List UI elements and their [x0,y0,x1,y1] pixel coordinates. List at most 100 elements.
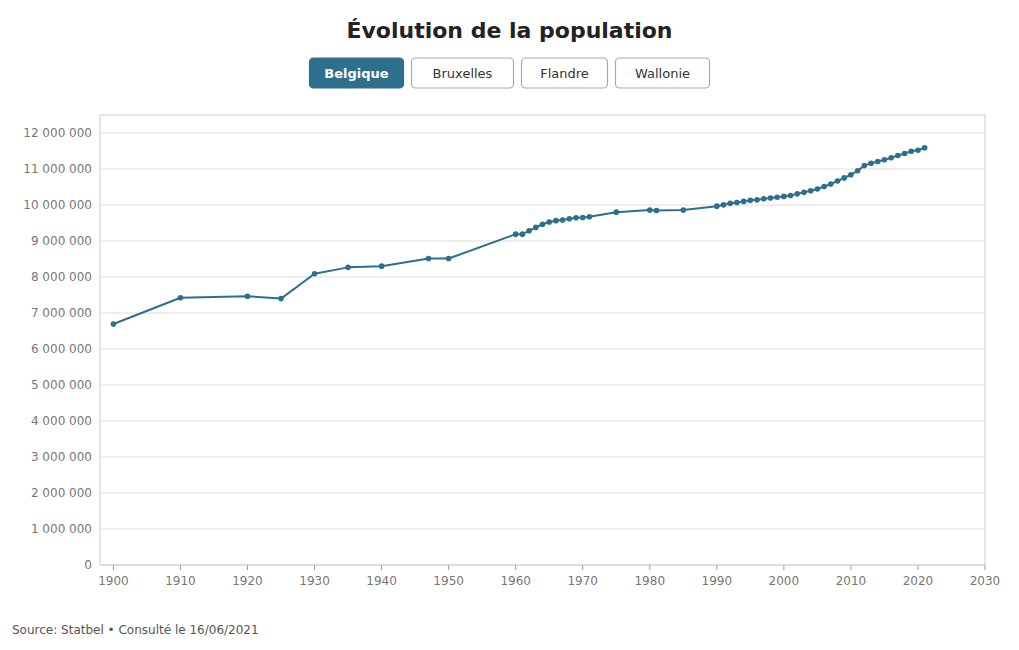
x-tick [515,565,516,570]
x-tick [113,565,114,570]
point [781,194,787,200]
y-tick-label: 5 000 000 [31,378,92,392]
button-label: Wallonie [635,66,690,81]
x-tick-label: 2000 [769,574,800,588]
grid-line [100,493,985,494]
point [801,189,807,195]
x-tick [381,565,382,570]
point [567,216,573,222]
x-tick [180,565,181,570]
x-tick [247,565,248,570]
x-tick-label: 1940 [366,574,397,588]
point [734,200,740,206]
point [526,228,532,234]
title: Évolution de la population [346,18,672,43]
point [915,147,921,153]
y-tick-label: 7 000 000 [31,306,92,320]
x-tick [649,565,650,570]
point [446,256,452,262]
x-tick-label: 2030 [970,574,1001,588]
point [573,215,579,221]
point [908,148,914,154]
point [808,188,814,194]
x-tick-label: 1990 [702,574,733,588]
point [868,160,874,166]
line [113,148,924,324]
button-row: Belgique Bruxelles Flandre Wallonie [310,58,710,88]
y-tick-label: 9 000 000 [31,234,92,248]
y-tick-label: 11 000 000 [23,162,92,176]
grid-line [100,313,985,314]
grid-line [100,529,985,530]
x-tick [582,565,583,570]
x-tick-label: 1980 [634,574,665,588]
x-tick [783,565,784,570]
point [848,172,854,178]
x-tick-label: 1970 [567,574,598,588]
grid-line [100,169,985,170]
y-tick-label: 10 000 000 [23,198,92,212]
x-tick-label: 1950 [433,574,464,588]
point [546,219,552,225]
point [754,197,760,203]
y-tick-label: 6 000 000 [31,342,92,356]
point [788,193,794,199]
point [774,195,780,201]
x-tick [448,565,449,570]
point [815,186,821,192]
point [922,145,928,151]
x-tick-label: 1910 [165,574,196,588]
x-tick-label: 2010 [836,574,867,588]
x-axis: 1900191019201930194019501960197019801990… [98,565,1000,588]
point [278,296,284,302]
point [111,321,117,327]
point [345,265,351,271]
source: Source: Statbel • Consulté le 16/06/2021 [12,623,259,637]
grid-line [100,133,985,134]
y-tick-label: 3 000 000 [31,450,92,464]
background [0,0,1019,650]
point [721,202,727,208]
grid-line [100,277,985,278]
button-label: Belgique [324,66,389,81]
point [714,203,720,209]
grid-line [100,205,985,206]
point [613,209,619,215]
button [310,58,404,88]
point [841,175,847,181]
point [748,197,754,203]
point [828,181,834,187]
point [312,271,318,277]
point [580,215,586,221]
x-tick [314,565,315,570]
button [616,58,710,88]
plot-frame [100,115,985,565]
point [821,184,827,190]
button-label: Flandre [540,66,589,81]
grid-line [100,241,985,242]
point [741,199,747,205]
point [553,218,559,224]
data-layer [111,145,928,327]
x-tick [716,565,717,570]
point [647,207,653,213]
x-tick [850,565,851,570]
point [888,155,894,161]
grid-line [100,349,985,350]
point [680,207,686,213]
x-tick-label: 2020 [903,574,934,588]
x-tick-label: 1930 [299,574,330,588]
point [882,157,888,163]
point [533,225,539,231]
x-tick-label: 1960 [500,574,531,588]
button [412,58,514,88]
y-axis: 01 000 0002 000 0003 000 0004 000 0005 0… [23,126,92,572]
point [560,217,566,223]
button-label: Bruxelles [433,66,493,81]
point [768,195,774,201]
chart: Évolution de la population Belgique Bruxel… [0,0,1019,650]
point [875,159,881,165]
grid-line [100,457,985,458]
point [902,151,908,157]
point [895,153,901,159]
